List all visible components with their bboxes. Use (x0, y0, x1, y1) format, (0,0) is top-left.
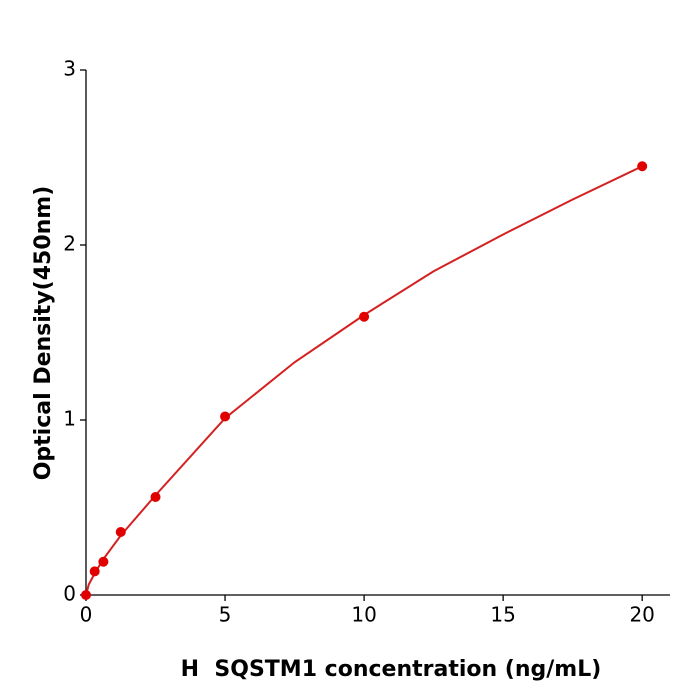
fit-curve (85, 165, 643, 596)
y-tick-label: 2 (63, 232, 76, 256)
x-tick-label: 20 (629, 603, 654, 627)
x-tick-label: 5 (219, 603, 232, 627)
y-axis-label: Optical Density(450nm) (31, 186, 56, 481)
data-point (81, 590, 91, 600)
y-tick-label: 0 (63, 582, 76, 606)
data-point (89, 566, 100, 577)
x-axis-label: H SQSTM1 concentration (ng/mL) (181, 657, 602, 682)
data-point (150, 492, 161, 502)
y-tick-label: 1 (63, 407, 76, 431)
data-point (98, 556, 109, 567)
x-tick-label: 10 (351, 603, 376, 627)
data-point (637, 161, 648, 172)
data-point (220, 411, 231, 422)
data-point (115, 527, 126, 537)
x-tick-label: 0 (80, 603, 93, 627)
y-tick-label: 3 (63, 57, 76, 81)
data-point (359, 311, 370, 322)
x-tick-label: 15 (490, 603, 515, 627)
